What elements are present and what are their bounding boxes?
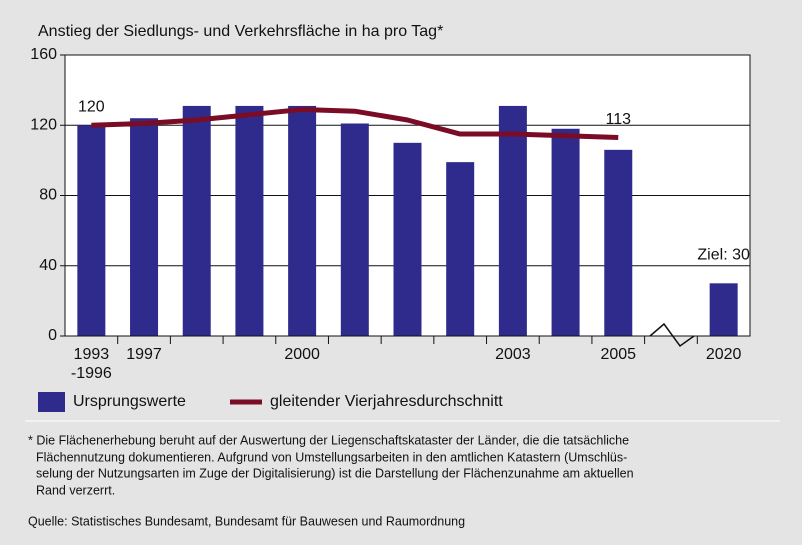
legend-label: gleitender Vierjahresdurchschnitt — [270, 393, 503, 410]
bar — [709, 283, 738, 336]
x-tick-label: 2020 — [705, 346, 742, 363]
bar — [551, 128, 580, 336]
line — [91, 106, 619, 141]
bar — [77, 125, 106, 336]
bar — [130, 118, 159, 336]
bar — [235, 105, 264, 337]
footnote-line: selung der Nutzungsarten im Zuge der Dig… — [36, 466, 634, 480]
x-tick-label: 2003 — [495, 346, 531, 363]
legend-label: Ursprungswerte — [73, 393, 186, 410]
bar — [288, 105, 317, 337]
y-tick-label: 120 — [30, 116, 57, 133]
data-label: Ziel: 30 — [697, 247, 750, 264]
data-label: 120 — [78, 98, 105, 115]
axis-break — [649, 322, 695, 348]
x-tick-label: 2005 — [600, 346, 637, 363]
y-tick-label: 40 — [39, 257, 57, 274]
bar — [446, 162, 475, 336]
bar — [182, 105, 211, 337]
plot-border — [64, 54, 751, 337]
x-tick-label: 1997 — [126, 346, 162, 363]
footnote-line: * Die Flächenerhebung beruht auf der Aus… — [28, 433, 629, 447]
footnote-line: Rand verzerrt. — [36, 483, 115, 497]
y-tick-label: 80 — [39, 187, 57, 204]
bar — [604, 149, 633, 336]
source: Quelle: Statistisches Bundesamt, Bundesa… — [28, 514, 465, 528]
x-tick-label: 2000 — [284, 346, 320, 363]
chart-title: Anstieg der Siedlungs- und Verkehrsfläch… — [38, 23, 443, 40]
y-tick-label: 0 — [48, 327, 57, 344]
y-tick-label: 160 — [30, 46, 57, 63]
bar — [393, 142, 422, 336]
data-label: 113 — [606, 111, 632, 128]
footnote-line: Flächennutzung dokumentieren. Aufgrund v… — [36, 450, 627, 464]
bar — [340, 123, 369, 337]
bar — [498, 105, 527, 337]
legend-swatch — [38, 392, 65, 412]
x-tick-label: 1993 -1996 — [70, 346, 112, 382]
